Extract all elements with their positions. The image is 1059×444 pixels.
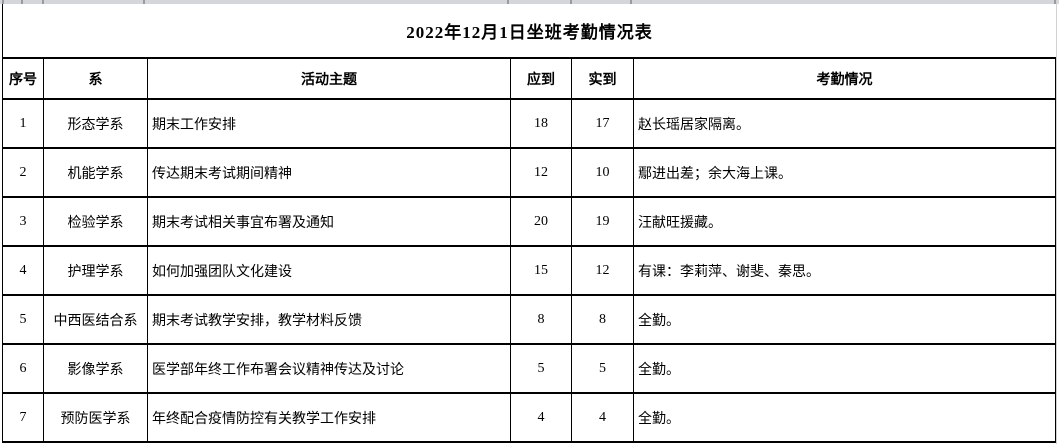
table-title-row: 2022年12月1日坐班考勤情况表 [2, 4, 1056, 57]
cell-topic[interactable]: 如何加强团队文化建设 [147, 245, 511, 296]
cell-topic[interactable]: 期末工作安排 [147, 98, 511, 149]
sheet-column-edge-line [1056, 0, 1057, 444]
cell-expected[interactable]: 15 [510, 245, 572, 296]
table-row: 7 预防医学系 年终配合疫情防控有关教学工作安排 4 4 全勤。 [2, 392, 1056, 443]
cell-attendance[interactable]: 全勤。 [633, 392, 1056, 443]
sheet-row-above-strip [0, 0, 1059, 4]
cell-actual[interactable]: 10 [571, 147, 634, 198]
cell-topic[interactable]: 年终配合疫情防控有关教学工作安排 [147, 392, 511, 443]
header-row: 序号 系 活动主题 应到 实到 考勤情况 [2, 57, 1056, 100]
cell-index[interactable]: 5 [2, 294, 44, 345]
cell-actual[interactable]: 5 [571, 343, 634, 394]
cell-dept[interactable]: 形态学系 [43, 98, 148, 149]
cell-attendance[interactable]: 全勤。 [633, 294, 1056, 345]
cell-attendance[interactable]: 全勤。 [633, 343, 1056, 394]
table-row: 1 形态学系 期末工作安排 18 17 赵长瑶居家隔离。 [2, 98, 1056, 149]
cell-expected[interactable]: 8 [510, 294, 572, 345]
col-header-actual[interactable]: 实到 [571, 57, 634, 100]
cell-actual[interactable]: 19 [571, 196, 634, 247]
cell-actual[interactable]: 8 [571, 294, 634, 345]
col-header-dept[interactable]: 系 [43, 57, 148, 100]
cell-topic[interactable]: 期末考试相关事宜布署及通知 [147, 196, 511, 247]
cell-dept[interactable]: 机能学系 [43, 147, 148, 198]
grid-tick [143, 0, 145, 4]
cell-index[interactable]: 3 [2, 196, 44, 247]
cell-attendance[interactable]: 有课：李莉萍、谢斐、秦思。 [633, 245, 1056, 296]
page-title: 2022年12月1日坐班考勤情况表 [406, 23, 653, 42]
cell-expected[interactable]: 4 [510, 392, 572, 443]
table-row: 2 机能学系 传达期末考试期间精神 12 10 鄢进出差；余大海上课。 [2, 147, 1056, 198]
grid-tick [1054, 0, 1056, 4]
cell-index[interactable]: 4 [2, 245, 44, 296]
col-header-expected[interactable]: 应到 [510, 57, 572, 100]
table-row: 3 检验学系 期末考试相关事宜布署及通知 20 19 汪献旺援藏。 [2, 196, 1056, 247]
table-row: 5 中西医结合系 期末考试教学安排，教学材料反馈 8 8 全勤。 [2, 294, 1056, 345]
cell-dept[interactable]: 检验学系 [43, 196, 148, 247]
table-body: 1 形态学系 期末工作安排 18 17 赵长瑶居家隔离。 2 机能学系 传达期末考试期间精神 12… [2, 98, 1056, 443]
cell-topic[interactable]: 传达期末考试期间精神 [147, 147, 511, 198]
cell-attendance[interactable]: 鄢进出差；余大海上课。 [633, 147, 1056, 198]
cell-index[interactable]: 2 [2, 147, 44, 198]
cell-expected[interactable]: 18 [510, 98, 572, 149]
attendance-table: 序号 系 活动主题 应到 实到 考勤情况 1 形态学系 期末工作安排 18 17 赵长瑶居… [2, 57, 1056, 443]
cell-expected[interactable]: 12 [510, 147, 572, 198]
cell-expected[interactable]: 20 [510, 196, 572, 247]
grid-tick [21, 0, 23, 4]
cell-expected[interactable]: 5 [510, 343, 572, 394]
grid-tick [507, 0, 509, 4]
cell-attendance[interactable]: 赵长瑶居家隔离。 [633, 98, 1056, 149]
cell-topic[interactable]: 期末考试教学安排，教学材料反馈 [147, 294, 511, 345]
col-header-topic[interactable]: 活动主题 [147, 57, 511, 100]
cell-index[interactable]: 6 [2, 343, 44, 394]
grid-tick [42, 0, 44, 4]
cell-dept[interactable]: 影像学系 [43, 343, 148, 394]
cell-actual[interactable]: 17 [571, 98, 634, 149]
cell-dept[interactable]: 护理学系 [43, 245, 148, 296]
col-header-attendance[interactable]: 考勤情况 [633, 57, 1056, 100]
grid-tick [570, 0, 572, 4]
cell-actual[interactable]: 4 [571, 392, 634, 443]
table-row: 4 护理学系 如何加强团队文化建设 15 12 有课：李莉萍、谢斐、秦思。 [2, 245, 1056, 296]
cell-dept[interactable]: 预防医学系 [43, 392, 148, 443]
cell-index[interactable]: 7 [2, 392, 44, 443]
table-row: 6 影像学系 医学部年终工作布署会议精神传达及讨论 5 5 全勤。 [2, 343, 1056, 394]
col-header-index[interactable]: 序号 [2, 57, 44, 100]
grid-tick [2, 0, 4, 4]
cell-topic[interactable]: 医学部年终工作布署会议精神传达及讨论 [147, 343, 511, 394]
cell-index[interactable]: 1 [2, 98, 44, 149]
grid-tick [630, 0, 632, 4]
cell-attendance[interactable]: 汪献旺援藏。 [633, 196, 1056, 247]
cell-dept[interactable]: 中西医结合系 [43, 294, 148, 345]
cell-actual[interactable]: 12 [571, 245, 634, 296]
